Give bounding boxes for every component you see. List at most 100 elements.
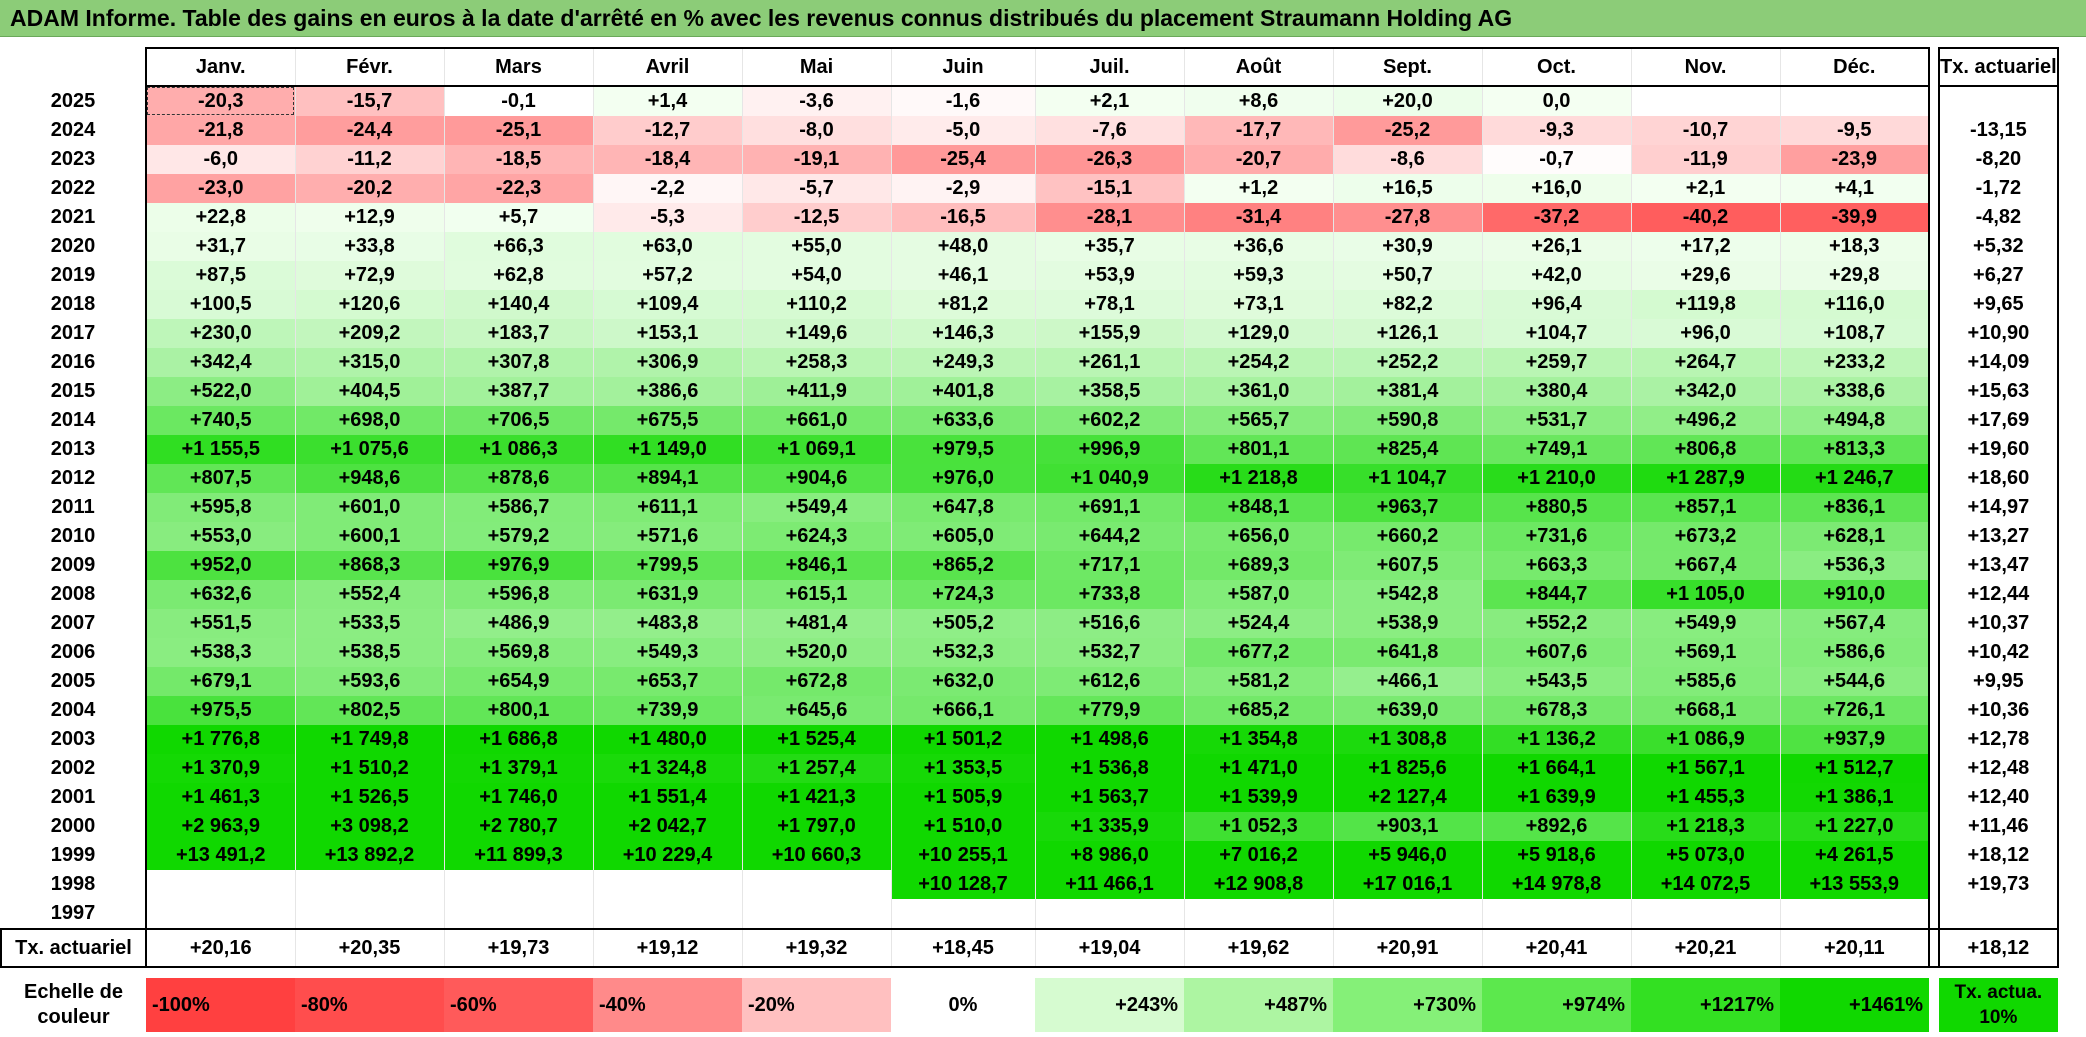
table-cell: +685,2 <box>1184 696 1334 725</box>
month-header: Avril <box>593 47 743 87</box>
table-row: 2025 -20,3 -15,7 -0,1 +1,4 -3,6 -1,6 +2,1 +8,6 +2… <box>1 86 2059 116</box>
table-cell: +13 491,2 <box>145 841 296 870</box>
table-cell: +82,2 <box>1333 290 1483 319</box>
table-cell: +252,2 <box>1333 348 1483 377</box>
table-cell: +551,5 <box>145 609 296 638</box>
color-scale-step: +1217% <box>1631 978 1780 1032</box>
table-cell: +110,2 <box>742 290 892 319</box>
row-year: 2023 <box>50 148 96 170</box>
row-actuarial-rate: +17,69 <box>1938 406 2059 435</box>
table-cell: -8,6 <box>1333 145 1483 174</box>
table-cell: +119,8 <box>1631 290 1781 319</box>
table-cell: +596,8 <box>444 580 594 609</box>
column-gap <box>1929 377 1939 406</box>
table-cell: +1 510,2 <box>295 754 445 783</box>
table-row: 2013 +1 155,5 +1 075,6 +1 086,3 +1 149,0 +1 0… <box>1 435 2059 464</box>
table-cell: +14 072,5 <box>1631 870 1781 899</box>
table-cell: +401,8 <box>891 377 1036 406</box>
table-cell <box>742 870 892 899</box>
table-cell: +230,0 <box>145 319 296 348</box>
color-scale-step: +974% <box>1482 978 1631 1032</box>
table-cell: -8,0 <box>742 116 892 145</box>
table-row: 2009 +952,0 +868,3 +976,9 +799,5 +846,1 +865,2… <box>1 551 2059 580</box>
table-cell: -15,7 <box>295 86 445 116</box>
table-cell: +146,3 <box>891 319 1036 348</box>
table-cell: +73,1 <box>1184 290 1334 319</box>
row-year: 2011 <box>51 496 95 518</box>
table-cell: -7,6 <box>1035 116 1185 145</box>
table-cell: +1 749,8 <box>295 725 445 754</box>
table-cell: +96,0 <box>1631 319 1781 348</box>
table-cell <box>891 899 1036 930</box>
table-cell: +481,4 <box>742 609 892 638</box>
table-cell: +975,5 <box>145 696 296 725</box>
table-cell: +109,4 <box>593 290 743 319</box>
table-cell: +520,0 <box>742 638 892 667</box>
table-cell: +10 128,7 <box>891 870 1036 899</box>
table-cell: +607,5 <box>1333 551 1483 580</box>
row-actuarial-rate: +18,60 <box>1938 464 2059 493</box>
table-cell: +1 149,0 <box>593 435 743 464</box>
table-cell: -6,0 <box>145 145 296 174</box>
table-cell: +779,9 <box>1035 696 1185 725</box>
table-cell: +1 086,9 <box>1631 725 1781 754</box>
table-cell: +799,5 <box>593 551 743 580</box>
table-cell: +10 255,1 <box>891 841 1036 870</box>
table-cell: +1 825,6 <box>1333 754 1483 783</box>
table-cell: +538,3 <box>145 638 296 667</box>
table-cell: +1 746,0 <box>444 783 594 812</box>
table-cell: -20,7 <box>1184 145 1334 174</box>
table-cell: +1 155,5 <box>145 435 296 464</box>
table-cell: -10,7 <box>1631 116 1781 145</box>
row-year: 2013 <box>50 438 96 460</box>
footer-cell: +20,11 <box>1780 928 1930 968</box>
column-gap <box>1929 551 1939 580</box>
table-cell: +660,2 <box>1333 522 1483 551</box>
table-cell: +948,6 <box>295 464 445 493</box>
table-cell: +1 421,3 <box>742 783 892 812</box>
column-gap <box>1929 174 1939 203</box>
table-cell: +1 797,0 <box>742 812 892 841</box>
table-row: 2020 +31,7 +33,8 +66,3 +63,0 +55,0 +48,0 +35,7 +… <box>1 232 2059 261</box>
table-cell: +1 510,0 <box>891 812 1036 841</box>
table-cell: +5,7 <box>444 203 594 232</box>
table-cell: +10 660,3 <box>742 841 892 870</box>
color-scale-step: -100% <box>146 978 295 1032</box>
table-cell: +50,7 <box>1333 261 1483 290</box>
color-scale-row: Echelle de couleur -100% -80% -60% -40% -20% 0… <box>1 978 2058 1032</box>
row-actuarial-rate: +14,09 <box>1938 348 2059 377</box>
table-cell: +1 505,9 <box>891 783 1036 812</box>
table-cell: +538,9 <box>1333 609 1483 638</box>
row-year: 2024 <box>50 119 96 141</box>
row-actuarial-rate <box>1938 86 2059 116</box>
table-cell: +483,8 <box>593 609 743 638</box>
row-actuarial-rate: +11,46 <box>1938 812 2059 841</box>
footer-cell: +20,91 <box>1333 928 1483 968</box>
footer-cell: +20,16 <box>145 928 296 968</box>
table-cell: +1,4 <box>593 86 743 116</box>
header-row: Janv. Févr. Mars Avril Mai Juin Juil. Août Sept.… <box>1 47 2059 87</box>
table-cell: +667,4 <box>1631 551 1781 580</box>
table-cell: +910,0 <box>1780 580 1930 609</box>
table-cell: -17,7 <box>1184 116 1334 145</box>
table-cell: +54,0 <box>742 261 892 290</box>
table-cell: +593,6 <box>295 667 445 696</box>
table-cell: +533,5 <box>295 609 445 638</box>
column-gap <box>1929 609 1939 638</box>
footer-cell: +20,21 <box>1631 928 1781 968</box>
table-cell: +2 780,7 <box>444 812 594 841</box>
table-row: 2012 +807,5 +948,6 +878,6 +894,1 +904,6 +976,0… <box>1 464 2059 493</box>
table-cell: -25,4 <box>891 145 1036 174</box>
table-cell: +261,1 <box>1035 348 1185 377</box>
row-year: 1998 <box>50 873 96 895</box>
table-cell: +26,1 <box>1482 232 1632 261</box>
table-cell <box>1333 899 1483 930</box>
table-cell: -12,7 <box>593 116 743 145</box>
table-cell: +2,1 <box>1035 86 1185 116</box>
table-cell: +1 776,8 <box>145 725 296 754</box>
table-cell: -25,1 <box>444 116 594 145</box>
table-row: 2007 +551,5 +533,5 +486,9 +483,8 +481,4 +505,2… <box>1 609 2059 638</box>
table-cell <box>1482 899 1632 930</box>
table-cell <box>1631 86 1781 116</box>
month-header: Mai <box>742 47 892 87</box>
